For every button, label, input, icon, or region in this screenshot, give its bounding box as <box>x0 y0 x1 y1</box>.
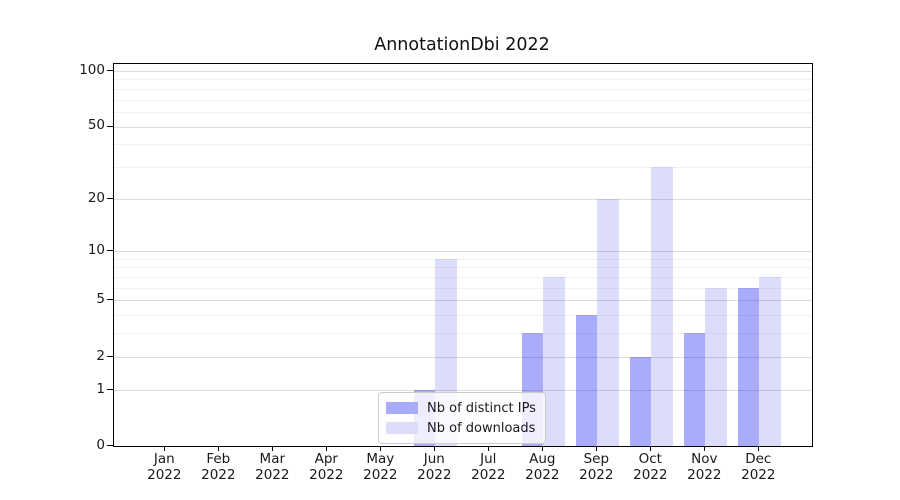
legend-item-downloads: Nb of downloads <box>386 418 536 438</box>
y-tick-label: 5 <box>96 291 105 308</box>
gridline-minor <box>114 277 812 278</box>
gridline-minor <box>114 166 812 168</box>
x-tick-mark <box>704 446 706 451</box>
x-tick-label-feb: Feb 2022 <box>201 451 236 483</box>
x-tick-mark <box>434 446 436 451</box>
x-tick-mark <box>164 446 166 451</box>
x-tick-label-aug: Aug 2022 <box>525 451 560 483</box>
gridline-major <box>114 389 812 391</box>
x-tick-label-jun: Jun 2022 <box>417 451 452 483</box>
y-tick-label: 10 <box>87 242 105 259</box>
x-tick-label-mar: Mar 2022 <box>255 451 290 483</box>
x-tick-label-sep: Sep 2022 <box>579 451 614 483</box>
y-tick-mark <box>107 125 113 127</box>
y-tick-mark <box>107 299 113 301</box>
legend-swatch-distinct-ips <box>386 402 418 414</box>
x-tick-label-may: May 2022 <box>363 451 398 483</box>
x-tick-label-nov: Nov 2022 <box>687 451 722 483</box>
y-tick-label: 100 <box>79 61 105 78</box>
legend-swatch-downloads <box>386 422 418 434</box>
gridline-minor <box>114 258 812 260</box>
gridline-minor <box>114 99 812 101</box>
gridline-major <box>114 198 812 200</box>
y-tick-mark <box>107 445 113 446</box>
y-tick-label: 1 <box>96 380 105 397</box>
y-tick-label: 2 <box>96 347 105 364</box>
legend-label-downloads: Nb of downloads <box>427 420 536 436</box>
gridline-minor <box>114 144 812 146</box>
bar-nb-of-distinct-ips-oct <box>629 356 652 446</box>
x-tick-mark <box>542 446 544 451</box>
y-tick-mark <box>107 197 113 199</box>
gridline-major <box>114 300 812 302</box>
bar-nb-of-downloads-dec <box>759 277 781 446</box>
gridline-minor <box>114 315 812 317</box>
gridline-minor <box>114 79 812 81</box>
grid-layer <box>114 64 812 446</box>
x-tick-mark <box>758 446 760 451</box>
x-tick-mark <box>380 446 382 451</box>
x-tick-mark <box>650 446 652 451</box>
x-tick-mark <box>272 446 274 451</box>
y-tick-label: 0 <box>96 437 105 453</box>
y-tick-mark <box>107 355 113 357</box>
gridline-minor <box>114 333 812 335</box>
bar-nb-of-distinct-ips-sep <box>575 315 598 446</box>
bar-nb-of-downloads-oct <box>651 166 673 446</box>
gridline-major <box>114 70 812 72</box>
y-tick-mark <box>107 69 113 71</box>
x-tick-label-oct: Oct 2022 <box>633 451 668 483</box>
gridline-minor <box>114 88 812 90</box>
bar-nb-of-distinct-ips-nov <box>683 333 706 446</box>
legend-item-distinct-ips: Nb of distinct IPs <box>386 398 536 418</box>
bar-nb-of-distinct-ips-dec <box>737 287 760 446</box>
x-tick-label-dec: Dec 2022 <box>741 451 776 483</box>
gridline-major <box>114 356 812 358</box>
x-tick-label-jan: Jan 2022 <box>147 451 182 483</box>
bar-nb-of-downloads-nov <box>705 287 727 446</box>
x-tick-mark <box>488 446 490 451</box>
y-tick-mark <box>107 388 113 390</box>
gridline-major <box>114 126 812 128</box>
legend-label-distinct-ips: Nb of distinct IPs <box>427 400 536 416</box>
y-tick-mark <box>107 250 113 252</box>
legend: Nb of distinct IPs Nb of downloads <box>378 392 546 444</box>
gridline-minor <box>114 287 812 289</box>
chart-title: AnnotationDbi 2022 <box>374 35 550 55</box>
x-tick-mark <box>218 446 220 451</box>
x-tick-label-jul: Jul 2022 <box>471 451 506 483</box>
y-tick-label: 20 <box>87 189 105 206</box>
x-tick-mark <box>596 446 598 451</box>
y-tick-label: 50 <box>87 117 105 134</box>
x-tick-label-apr: Apr 2022 <box>309 451 344 483</box>
bar-nb-of-downloads-aug <box>543 277 565 446</box>
gridline-minor <box>114 111 812 113</box>
x-tick-mark <box>326 446 328 451</box>
gridline-major <box>114 251 812 253</box>
plot-area: Nb of distinct IPs Nb of downloads <box>113 63 813 447</box>
bar-nb-of-downloads-sep <box>597 198 619 446</box>
gridline-minor <box>114 267 812 269</box>
